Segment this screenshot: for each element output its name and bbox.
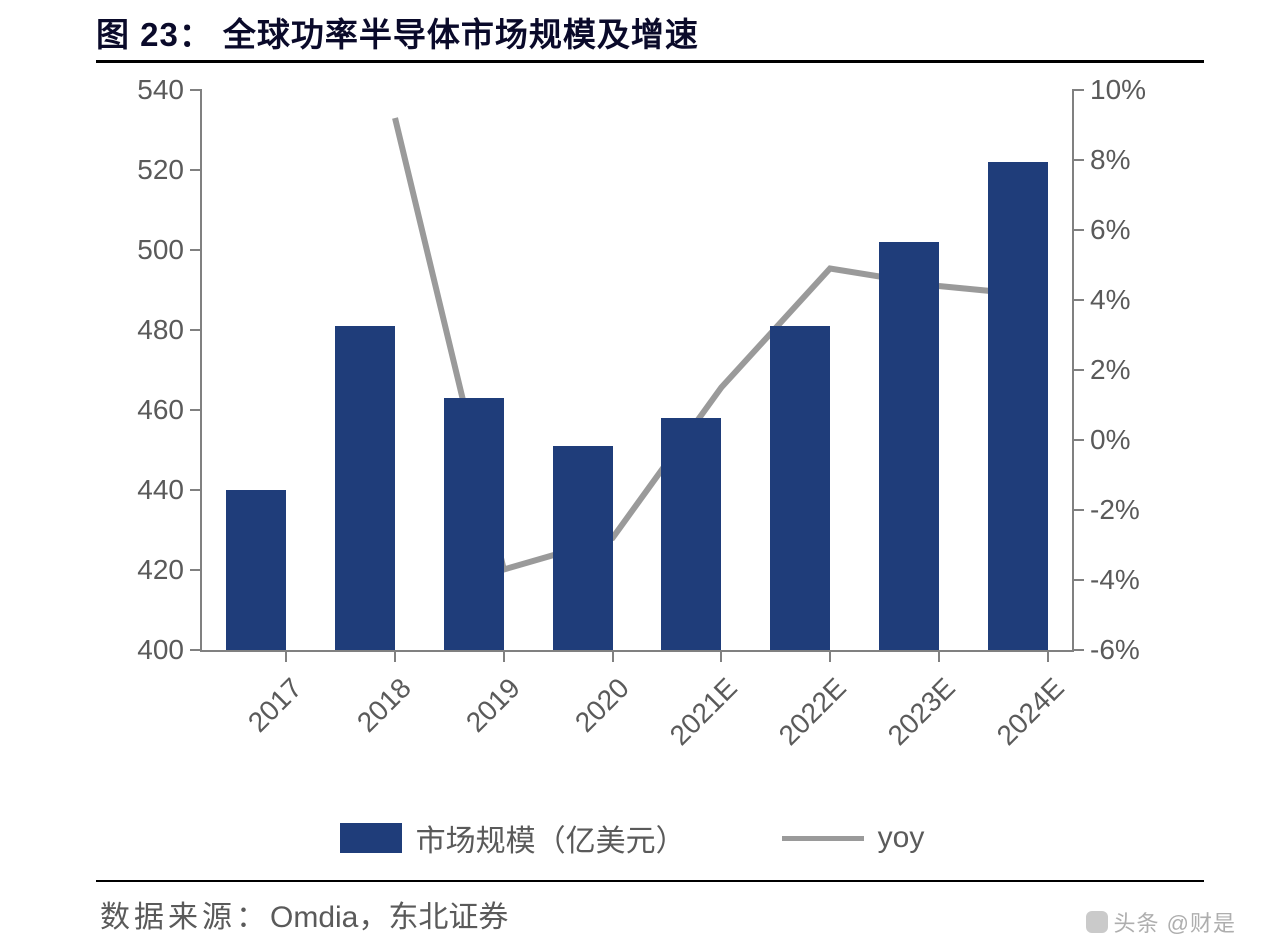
page-root: 图 23： 全球功率半导体市场规模及增速 4004204404604805005…	[0, 0, 1264, 952]
y-right-label: 4%	[1090, 284, 1130, 316]
chart-title-prefix: 图 23：	[96, 8, 213, 56]
x-tick	[829, 650, 831, 662]
source-text: Omdia，东北证券	[270, 901, 508, 934]
x-category-label: 2021E	[651, 672, 744, 765]
y-right-label: 10%	[1090, 74, 1146, 106]
y-right-tick	[1072, 159, 1084, 161]
y-left-tick	[190, 649, 202, 651]
y-right-tick	[1072, 439, 1084, 441]
y-right-tick	[1072, 369, 1084, 371]
y-left-label: 440	[137, 474, 184, 506]
legend-swatch-bar	[340, 823, 402, 853]
bar	[444, 398, 504, 650]
y-right-label: 8%	[1090, 144, 1130, 176]
y-right-label: -2%	[1090, 494, 1140, 526]
watermark: 头条 @财是	[1086, 906, 1236, 938]
y-left-label: 500	[137, 234, 184, 266]
x-tick	[938, 650, 940, 662]
y-left-tick	[190, 409, 202, 411]
x-category-label: 2019	[433, 672, 526, 765]
source-line: 数据来源：Omdia，东北证券	[100, 892, 508, 936]
y-left-label: 520	[137, 154, 184, 186]
y-right-label: 2%	[1090, 354, 1130, 386]
chart-legend: 市场规模（亿美元） yoy	[0, 808, 1264, 868]
y-left-tick	[190, 169, 202, 171]
source-label: 数据来源：	[100, 901, 270, 934]
bar	[553, 446, 613, 650]
x-tick	[612, 650, 614, 662]
legend-label-line: yoy	[878, 821, 925, 855]
legend-item-line: yoy	[782, 821, 925, 855]
y-right-label: -4%	[1090, 564, 1140, 596]
y-left-label: 480	[137, 314, 184, 346]
bar	[879, 242, 939, 650]
chart-plot-area: 400420440460480500520540-6%-4%-2%0%2%4%6…	[200, 90, 1074, 652]
watermark-icon	[1086, 911, 1108, 933]
legend-item-bar: 市场规模（亿美元）	[340, 816, 686, 860]
y-left-tick	[190, 489, 202, 491]
y-left-label: 460	[137, 394, 184, 426]
y-right-tick	[1072, 89, 1084, 91]
x-category-label: 2018	[324, 672, 417, 765]
y-left-label: 420	[137, 554, 184, 586]
x-tick	[394, 650, 396, 662]
y-right-tick	[1072, 579, 1084, 581]
y-right-tick	[1072, 649, 1084, 651]
watermark-text: 头条 @财是	[1114, 906, 1236, 938]
y-right-tick	[1072, 299, 1084, 301]
bar	[988, 162, 1048, 650]
chart-title-bar: 图 23： 全球功率半导体市场规模及增速	[96, 6, 1204, 63]
bar	[661, 418, 721, 650]
y-right-tick	[1072, 509, 1084, 511]
yoy-line-layer	[202, 90, 1072, 650]
y-left-tick	[190, 329, 202, 331]
x-category-label: 2022E	[759, 672, 852, 765]
x-category-label: 2023E	[868, 672, 961, 765]
y-right-label: 6%	[1090, 214, 1130, 246]
y-right-tick	[1072, 229, 1084, 231]
legend-swatch-line	[782, 836, 864, 841]
bar	[335, 326, 395, 650]
bar	[226, 490, 286, 650]
x-tick	[503, 650, 505, 662]
x-category-label: 2017	[216, 672, 309, 765]
y-left-tick	[190, 569, 202, 571]
y-left-label: 400	[137, 634, 184, 666]
y-right-label: 0%	[1090, 424, 1130, 456]
chart-title-text: 全球功率半导体市场规模及增速	[223, 8, 699, 56]
legend-label-bar: 市场规模（亿美元）	[416, 816, 686, 860]
x-tick	[285, 650, 287, 662]
y-left-tick	[190, 89, 202, 91]
x-tick	[720, 650, 722, 662]
x-category-label: 2024E	[977, 672, 1070, 765]
x-tick	[1047, 650, 1049, 662]
footer-rule	[96, 880, 1204, 882]
y-left-label: 540	[137, 74, 184, 106]
x-category-label: 2020	[542, 672, 635, 765]
y-left-tick	[190, 249, 202, 251]
y-right-label: -6%	[1090, 634, 1140, 666]
bar	[770, 326, 830, 650]
